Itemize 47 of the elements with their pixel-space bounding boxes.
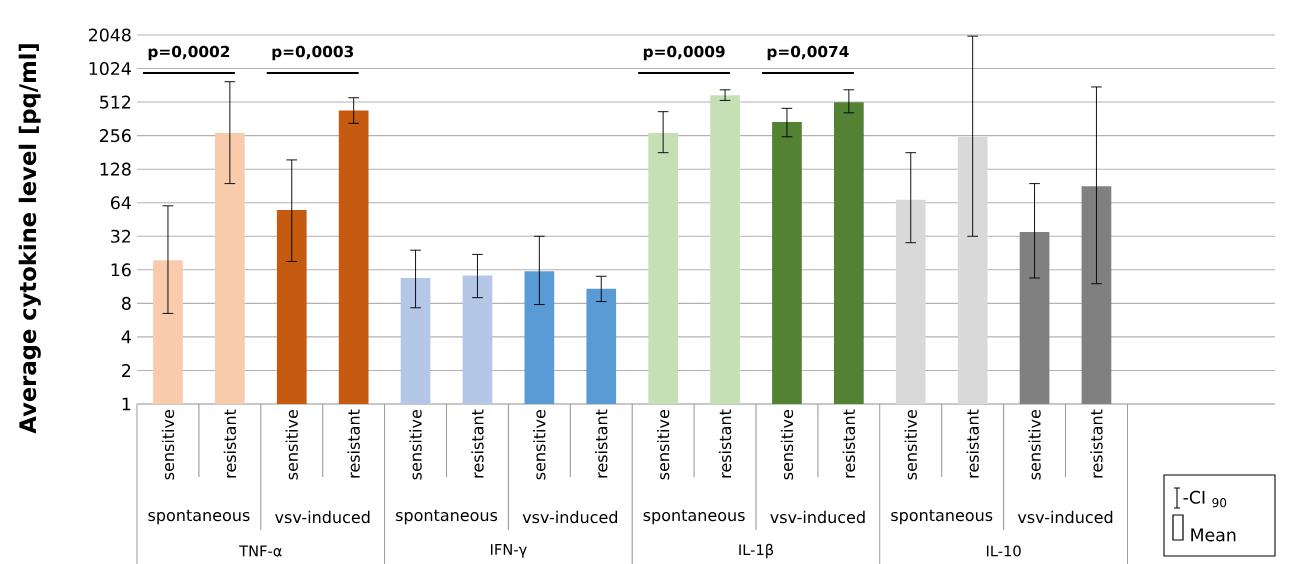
text: spontaneous (395, 509, 498, 525)
x-tick-label: sensitive (161, 409, 175, 480)
x-tick-label: sensitive (409, 409, 422, 480)
text: TNF-α (239, 545, 282, 557)
y-tick-label: 8 (122, 296, 131, 310)
y-tick-label: 512 (100, 95, 131, 109)
text: IFN-γ (491, 544, 527, 558)
x-tick-label: resistant (595, 409, 608, 478)
y-axis-title: Average cytokine level [pq/ml] (18, 44, 41, 434)
annotation: p=0,0074 (767, 45, 849, 61)
x-tick-label: sensitive (780, 409, 794, 480)
x-tick-label: resistant (471, 409, 484, 478)
y-tick-label: 16 (111, 263, 131, 277)
y-tick-label: 128 (100, 162, 131, 176)
text: -CI $_{90}$ (1183, 490, 1227, 508)
y-tick-label: 32 (111, 229, 131, 243)
y-tick-label: 4 (121, 330, 131, 344)
x-tick-label: sensitive (285, 409, 298, 480)
y-tick-label: 2 (122, 364, 131, 377)
x-tick-label: resistant (223, 409, 237, 478)
text: IL-1β (739, 543, 774, 559)
text: vsv-induced (1017, 510, 1113, 524)
x-tick-label: resistant (966, 409, 979, 478)
x-tick-label: resistant (842, 409, 856, 478)
x-tick-label: resistant (1090, 409, 1103, 478)
x-tick-label: sensitive (656, 409, 670, 480)
text: spontaneous (148, 509, 250, 525)
text: vsv-induced (522, 510, 618, 524)
text: vsv-induced (275, 510, 370, 524)
x-tick-label: resistant (718, 409, 732, 478)
text: vsv-induced (770, 510, 865, 524)
x-tick-label: sensitive (1028, 409, 1041, 480)
annotation: p=0,0009 (643, 45, 725, 61)
y-tick-label: 256 (100, 129, 131, 143)
annotation: p=0,0003 (272, 45, 354, 61)
y-tick-label: 1 (122, 397, 131, 411)
text: spontaneous (643, 509, 745, 525)
x-tick-label: sensitive (533, 409, 546, 480)
annotation: p=0,0002 (148, 45, 230, 61)
y-tick-label: 2048 (89, 28, 131, 42)
x-tick-label: sensitive (904, 409, 917, 480)
y-tick-label: 64 (111, 196, 131, 210)
x-tick-label: resistant (347, 409, 360, 478)
text: spontaneous (891, 509, 993, 525)
text: IL-10 (986, 545, 1021, 557)
y-tick-label: 1024 (89, 61, 131, 76)
text: Mean (1191, 528, 1236, 542)
